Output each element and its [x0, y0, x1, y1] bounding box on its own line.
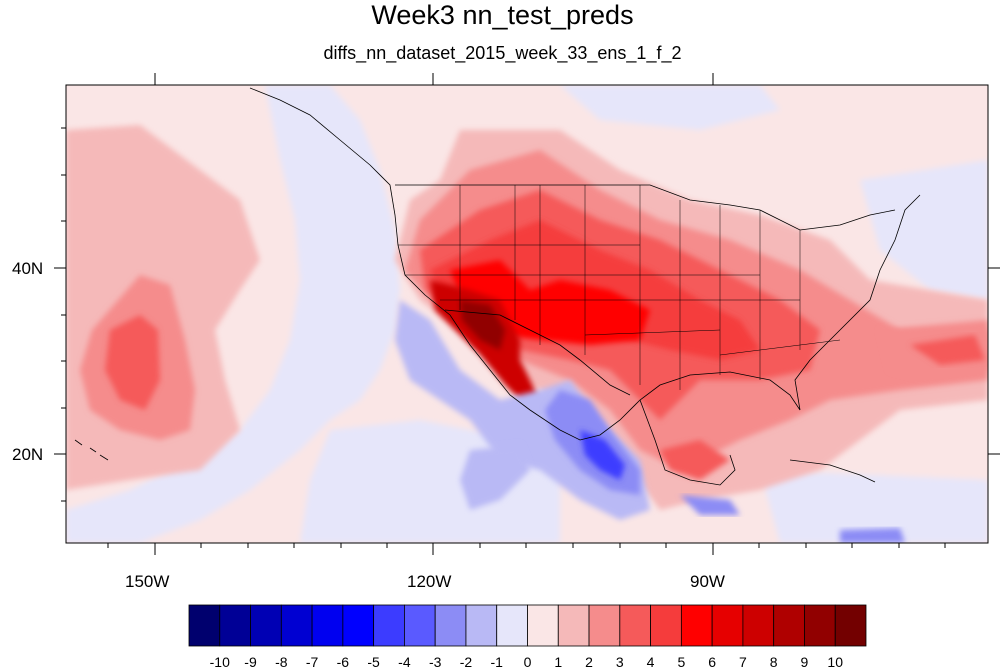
colorbar-tick-label: -2	[459, 654, 473, 670]
colorbar-box	[219, 604, 251, 647]
contour-neg3-caribbean	[680, 495, 740, 515]
contour-neg3-bottom	[840, 528, 905, 543]
coastlines	[74, 87, 921, 486]
contour-neg1-pacific	[66, 85, 400, 543]
hawaii	[74, 439, 109, 461]
colorbar-tick-label: -9	[244, 654, 257, 670]
contour-pos4-atlantic	[910, 335, 985, 365]
colorbar-box	[434, 604, 467, 647]
colorbar-box	[742, 604, 775, 647]
contour-neg5-mexico	[580, 430, 625, 480]
colorbar-tick-label: 9	[800, 654, 809, 670]
colorbar-tick-label: 6	[708, 654, 717, 670]
colorbar-tick-label: 8	[769, 654, 778, 670]
colorbar-tick-label: -8	[275, 654, 288, 670]
colorbar-box	[311, 604, 344, 647]
colorbar-box	[404, 604, 436, 647]
colorbar	[188, 604, 867, 647]
colorbar-tick-label: 2	[585, 654, 593, 670]
contour-pos4-pacific	[105, 315, 160, 410]
colorbar-box	[680, 604, 713, 647]
lon-label-150w: 150W	[125, 572, 170, 591]
colorbar-tick-label: 7	[739, 654, 747, 670]
colorbar-box	[250, 604, 282, 647]
colorbar-box	[188, 604, 221, 647]
colorbar-box	[588, 604, 621, 647]
colorbar-box	[834, 604, 867, 647]
colorbar-box	[804, 604, 836, 647]
colorbar-box	[496, 604, 528, 647]
lon-label-120w: 120W	[407, 572, 452, 591]
coastline-west	[249, 87, 546, 421]
contour-neg1-atlantic	[860, 160, 988, 300]
colorbar-box	[650, 604, 682, 647]
colorbar-box	[527, 604, 559, 647]
colorbar-box	[342, 604, 375, 647]
colorbar-tick-label: 10	[827, 654, 843, 670]
map-title: Week3 nn_test_preds	[371, 0, 634, 30]
coastline-gulf	[544, 194, 921, 441]
contour-pos8-baja	[430, 280, 545, 420]
colorbar-tick-label: 3	[615, 654, 624, 670]
colorbar-tick-label: -3	[428, 654, 442, 670]
colorbar-tick-label: -1	[490, 654, 503, 670]
lon-label-90w: 90W	[690, 572, 725, 591]
cuba	[789, 459, 876, 483]
colorbar-box	[465, 604, 498, 647]
colorbar-tick-label: -6	[336, 654, 350, 670]
colorbar-box	[773, 604, 805, 647]
colorbar-tick-label: -4	[398, 654, 411, 670]
contour-neg2-southern	[460, 445, 530, 510]
plot-border	[65, 84, 989, 544]
lat-label-40n: 40N	[12, 259, 44, 278]
lat-label-20n: 20N	[12, 445, 44, 464]
coastline-mexico	[639, 399, 736, 486]
colorbar-tick-label: 1	[554, 654, 563, 670]
us-mexico-border	[444, 309, 631, 396]
map-subtitle: diffs_nn_dataset_2015_week_33_ens_1_f_2	[323, 43, 682, 63]
colorbar-box	[280, 604, 313, 647]
contour-neg1-north	[560, 85, 780, 130]
lat-ticks	[54, 127, 1000, 502]
colorbar-box	[619, 604, 651, 647]
colorbar-tick-label: -10	[209, 654, 230, 670]
colorbar-tick-label: 5	[677, 654, 686, 670]
contour-pos4-mexico	[660, 440, 730, 480]
colorbar-box	[711, 604, 744, 647]
colorbar-tick-label: 4	[646, 654, 655, 670]
anomaly-field	[66, 85, 988, 543]
lon-ticks	[107, 73, 946, 555]
colorbar-tick-label: -5	[367, 654, 380, 670]
colorbar-tick-label: -7	[305, 654, 319, 670]
contour-neg1-caribbean	[760, 470, 988, 543]
colorbar-box	[373, 604, 405, 647]
colorbar-tick-label: 0	[523, 654, 532, 670]
state-borders	[398, 185, 841, 390]
colorbar-box	[557, 604, 590, 647]
